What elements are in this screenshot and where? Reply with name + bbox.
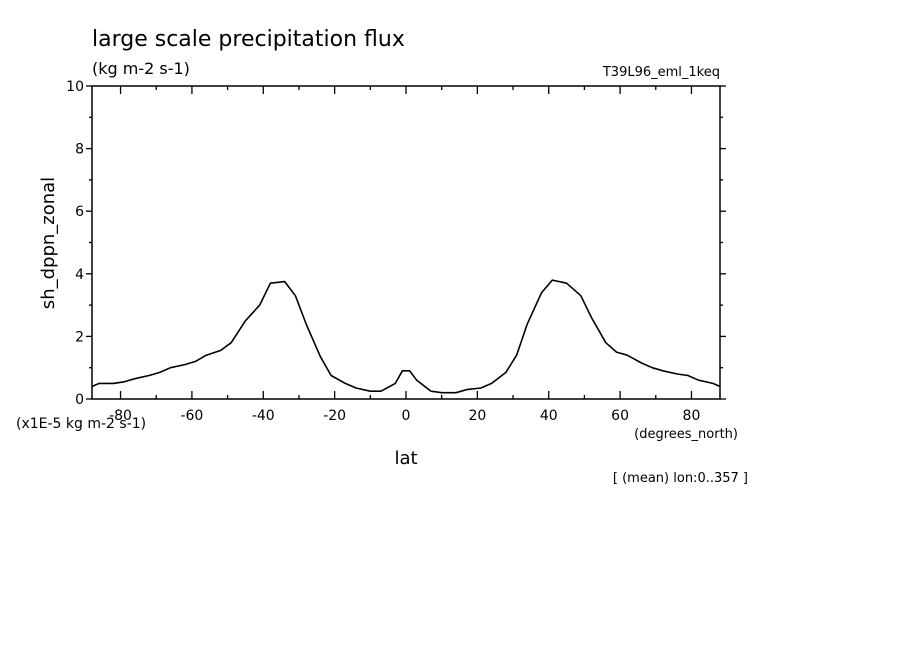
y-tick-label: 10 bbox=[66, 79, 84, 95]
chart-title: large scale precipitation flux bbox=[92, 27, 405, 52]
x-units-note: (degrees_north) bbox=[634, 427, 738, 442]
y-tick-label: 2 bbox=[75, 329, 84, 345]
x-tick-label: 20 bbox=[468, 408, 486, 424]
y-tick-label: 0 bbox=[75, 392, 84, 408]
x-tick-label: 80 bbox=[683, 408, 701, 424]
x-tick-label: -60 bbox=[180, 408, 203, 424]
y-tick-label: 4 bbox=[75, 267, 84, 283]
y-tick-label: 6 bbox=[75, 204, 84, 220]
chart-units: (kg m-2 s-1) bbox=[92, 59, 190, 78]
averaging-note: [ (mean) lon:0..357 ] bbox=[613, 471, 748, 486]
scale-note: (x1E-5 kg m-2 s-1) bbox=[16, 416, 146, 432]
experiment-label: T39L96_eml_1keq bbox=[602, 65, 720, 80]
x-axis-label: lat bbox=[394, 448, 417, 469]
x-tick-label: 0 bbox=[402, 408, 411, 424]
x-tick-label: 40 bbox=[540, 408, 558, 424]
y-tick-label: 8 bbox=[75, 142, 84, 158]
x-tick-label: -80 bbox=[109, 408, 132, 424]
ticks bbox=[86, 85, 726, 400]
series-line bbox=[91, 279, 721, 394]
x-tick-label: -40 bbox=[252, 408, 275, 424]
y-tick-labels: 0 2 4 6 8 10 bbox=[66, 79, 84, 408]
x-tick-label: -20 bbox=[323, 408, 346, 424]
y-axis-label: sh_dppn_zonal bbox=[38, 177, 59, 309]
x-tick-labels: -80 -60 -40 -20 0 20 40 60 80 bbox=[109, 408, 700, 424]
x-tick-label: 60 bbox=[611, 408, 629, 424]
plot-frame bbox=[91, 85, 721, 400]
